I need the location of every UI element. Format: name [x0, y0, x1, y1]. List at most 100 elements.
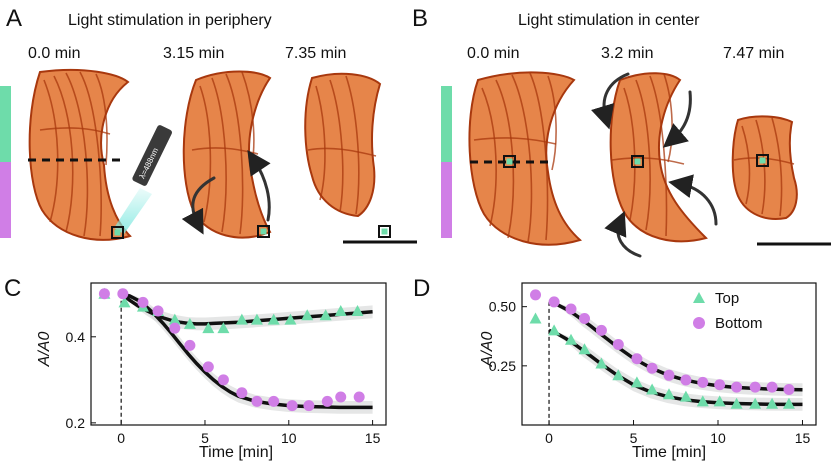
panel-c: C 0 5 10 15 0.2 0.4 Time [min] A/A0 — [4, 275, 387, 461]
point-bottom — [353, 391, 365, 403]
point-bottom — [663, 369, 675, 381]
panel-b-bottom-region-bar — [441, 162, 452, 238]
point-bottom — [268, 395, 280, 407]
point-bottom — [631, 353, 643, 365]
x-tick-label: 15 — [365, 430, 381, 446]
point-bottom — [335, 391, 347, 403]
panel-c-y-axis: 0.2 0.4 — [66, 329, 96, 431]
point-bottom — [548, 296, 560, 308]
panel-a-laser-icon: λ=488nm — [114, 125, 172, 234]
point-bottom — [98, 288, 110, 300]
point-top — [646, 383, 659, 395]
panel-b-contraction-arrow-bottom-right — [668, 174, 718, 226]
panel-d: D 0 5 10 15 0.25 0.50 Time [min] A/A0 Top Bo… — [413, 275, 817, 461]
point-bottom — [169, 322, 181, 334]
point-bottom — [595, 324, 607, 336]
point-top — [319, 309, 332, 321]
panel-b-time-2: 3.2 min — [601, 45, 653, 62]
point-bottom — [565, 303, 577, 315]
panel-a-stim-roi-1-fill — [114, 229, 121, 236]
point-top — [612, 369, 625, 381]
point-bottom — [236, 387, 248, 399]
point-top — [630, 376, 643, 388]
panel-a-stim-roi-1 — [111, 226, 124, 239]
point-bottom — [137, 296, 149, 308]
point-top — [334, 304, 347, 316]
panel-b-stim-roi-3-fill — [759, 157, 766, 164]
x-tick-label: 15 — [795, 430, 811, 446]
point-top — [730, 397, 743, 409]
point-bottom — [579, 313, 591, 324]
panel-a-title: Light stimulation in periphery — [68, 12, 272, 29]
point-bottom — [217, 374, 229, 386]
point-top — [267, 313, 280, 325]
x-tick-label: 10 — [281, 430, 297, 446]
panel-d-x-axis-label: Time [min] — [632, 444, 706, 461]
point-top — [766, 397, 779, 409]
panel-b-stim-roi-3 — [756, 154, 769, 167]
panel-a-stim-roi-3 — [378, 225, 391, 238]
point-bottom — [117, 288, 129, 300]
point-bottom — [714, 379, 726, 391]
panel-b: B Light stimulation in center 0.0 min 3.… — [412, 5, 831, 258]
point-bottom — [680, 374, 692, 386]
panel-a-tissue-frame-1 — [28, 68, 132, 241]
point-bottom — [731, 381, 743, 393]
point-bottom — [530, 289, 542, 301]
point-top — [749, 397, 762, 409]
point-top — [301, 309, 314, 321]
panel-c-x-axis-label: Time [min] — [199, 444, 273, 461]
y-tick-label: 0.2 — [66, 415, 86, 431]
point-bottom — [286, 400, 298, 412]
panel-c-letter: C — [4, 275, 21, 302]
panel-a-tissue-frame-2 — [182, 70, 272, 239]
x-tick-label: 5 — [201, 430, 209, 446]
point-bottom — [646, 362, 658, 374]
point-bottom — [184, 339, 196, 351]
panel-b-stim-roi-2 — [631, 155, 644, 168]
point-top — [713, 395, 726, 407]
x-tick-label: 10 — [710, 430, 726, 446]
panel-d-plot-frame — [521, 282, 817, 426]
panel-b-contraction-arrow-top-right — [662, 90, 692, 148]
point-top — [217, 322, 230, 334]
panel-d-fit-lines — [548, 300, 803, 407]
fit-line-bottom — [548, 300, 803, 392]
panel-d-y-axis: 0.25 0.50 — [489, 299, 527, 374]
legend-bottom-marker — [693, 317, 705, 329]
panel-a-time-3: 7.35 min — [285, 45, 346, 62]
panel-c-x-axis: 0 5 10 15 — [117, 420, 381, 446]
point-top — [183, 317, 196, 329]
panel-c-y-axis-label: A/A0 — [36, 332, 53, 368]
point-top — [565, 333, 577, 345]
panel-a-tissue-frame-3 — [304, 72, 382, 218]
panel-b-time-3: 7.47 min — [723, 45, 784, 62]
point-top — [696, 395, 709, 407]
panel-c-data-points — [98, 287, 365, 412]
point-top — [578, 343, 591, 355]
x-tick-label: 0 — [117, 430, 125, 446]
panel-b-tissue-frame-2 — [609, 72, 708, 243]
panel-a: A Light stimulation in periphery 0.0 min… — [0, 5, 417, 244]
panel-b-tissue-frame-3 — [731, 115, 798, 220]
panel-b-top-region-bar — [441, 86, 452, 162]
panel-b-stim-roi-1-fill — [506, 158, 513, 165]
point-bottom — [321, 395, 333, 407]
point-top — [679, 390, 692, 402]
y-tick-label: 0.50 — [489, 299, 516, 315]
fit-line-top — [548, 328, 803, 407]
point-bottom — [697, 376, 709, 388]
point-bottom — [612, 339, 624, 351]
panel-a-laser-beam — [114, 188, 152, 234]
point-top — [284, 313, 297, 325]
panel-c-plot-frame — [90, 282, 387, 426]
panel-b-stim-roi-2-fill — [634, 158, 641, 165]
panel-d-data-points — [529, 289, 795, 409]
point-top — [529, 312, 542, 324]
point-top — [351, 304, 364, 316]
panel-b-letter: B — [412, 5, 428, 32]
panel-a-letter: A — [6, 5, 22, 32]
point-top — [782, 397, 795, 409]
panel-a-bottom-region-bar — [0, 162, 11, 238]
